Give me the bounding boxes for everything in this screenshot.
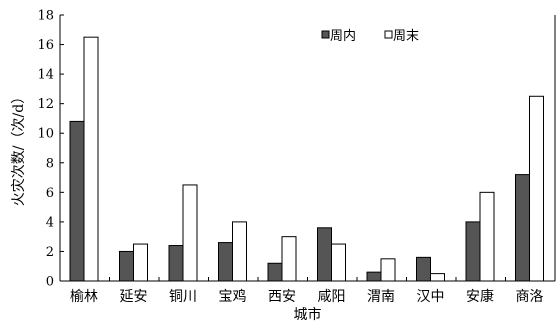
bar-weekend bbox=[430, 273, 445, 282]
x-category-label: 咸阳 bbox=[318, 289, 346, 305]
x-category-label: 商洛 bbox=[516, 289, 544, 305]
x-category-label: 汉中 bbox=[417, 289, 445, 305]
bar-weekday bbox=[267, 262, 283, 282]
y-tick-label: 10 bbox=[37, 127, 54, 142]
x-category-label: 西安 bbox=[268, 289, 296, 305]
y-tick-label: 0 bbox=[46, 275, 54, 290]
bar-weekend bbox=[83, 36, 99, 282]
x-category-label: 宝鸡 bbox=[219, 288, 247, 305]
bar-weekend bbox=[479, 191, 495, 282]
bar-weekend bbox=[281, 236, 297, 282]
y-tick-label: 2 bbox=[46, 245, 54, 260]
bar-weekday bbox=[168, 245, 184, 282]
y-axis-title: 火灾次数/（次/d） bbox=[10, 90, 27, 206]
legend: 周内 周末 bbox=[321, 28, 419, 44]
bar-weekend bbox=[529, 95, 544, 282]
bar-weekday bbox=[416, 256, 431, 282]
x-category-label: 延安 bbox=[120, 289, 148, 305]
legend-swatch bbox=[321, 30, 330, 39]
legend-swatch bbox=[384, 30, 393, 39]
bar-weekday bbox=[317, 227, 332, 282]
legend-label: 周末 bbox=[393, 29, 419, 44]
x-category-label: 安康 bbox=[466, 288, 494, 305]
y-tick-label: 18 bbox=[37, 9, 54, 24]
x-category-label: 渭南 bbox=[367, 289, 395, 305]
bar-weekend bbox=[331, 243, 346, 282]
bar-weekday bbox=[218, 242, 233, 282]
y-tick-label: 6 bbox=[46, 186, 54, 201]
bar-weekday bbox=[69, 120, 85, 282]
x-axis-categories: 榆林 延安 铜川 宝鸡 西安 咸阳 渭南 汉中 安康 商洛 bbox=[70, 277, 544, 305]
bar-weekday bbox=[119, 250, 134, 282]
y-axis-ticks: 0 2 4 6 8 10 12 14 16 18 bbox=[37, 9, 64, 290]
y-tick-label: 4 bbox=[46, 215, 54, 230]
y-tick-label: 12 bbox=[37, 97, 54, 112]
bar-weekday bbox=[366, 271, 382, 282]
bar-weekend bbox=[380, 258, 396, 282]
x-category-label: 榆林 bbox=[70, 289, 98, 305]
y-tick-label: 16 bbox=[37, 38, 54, 53]
x-category-label: 铜川 bbox=[169, 289, 197, 305]
bars bbox=[69, 36, 544, 282]
y-tick-label: 14 bbox=[37, 68, 54, 83]
bar-weekday bbox=[515, 174, 530, 282]
bar-weekend bbox=[232, 221, 247, 282]
x-axis-title: 城市 bbox=[294, 306, 322, 323]
legend-label: 周内 bbox=[330, 28, 356, 44]
bar-weekend bbox=[182, 184, 198, 282]
bar-weekend bbox=[133, 243, 148, 282]
y-tick-label: 8 bbox=[46, 156, 54, 171]
bar-weekday bbox=[465, 221, 481, 282]
